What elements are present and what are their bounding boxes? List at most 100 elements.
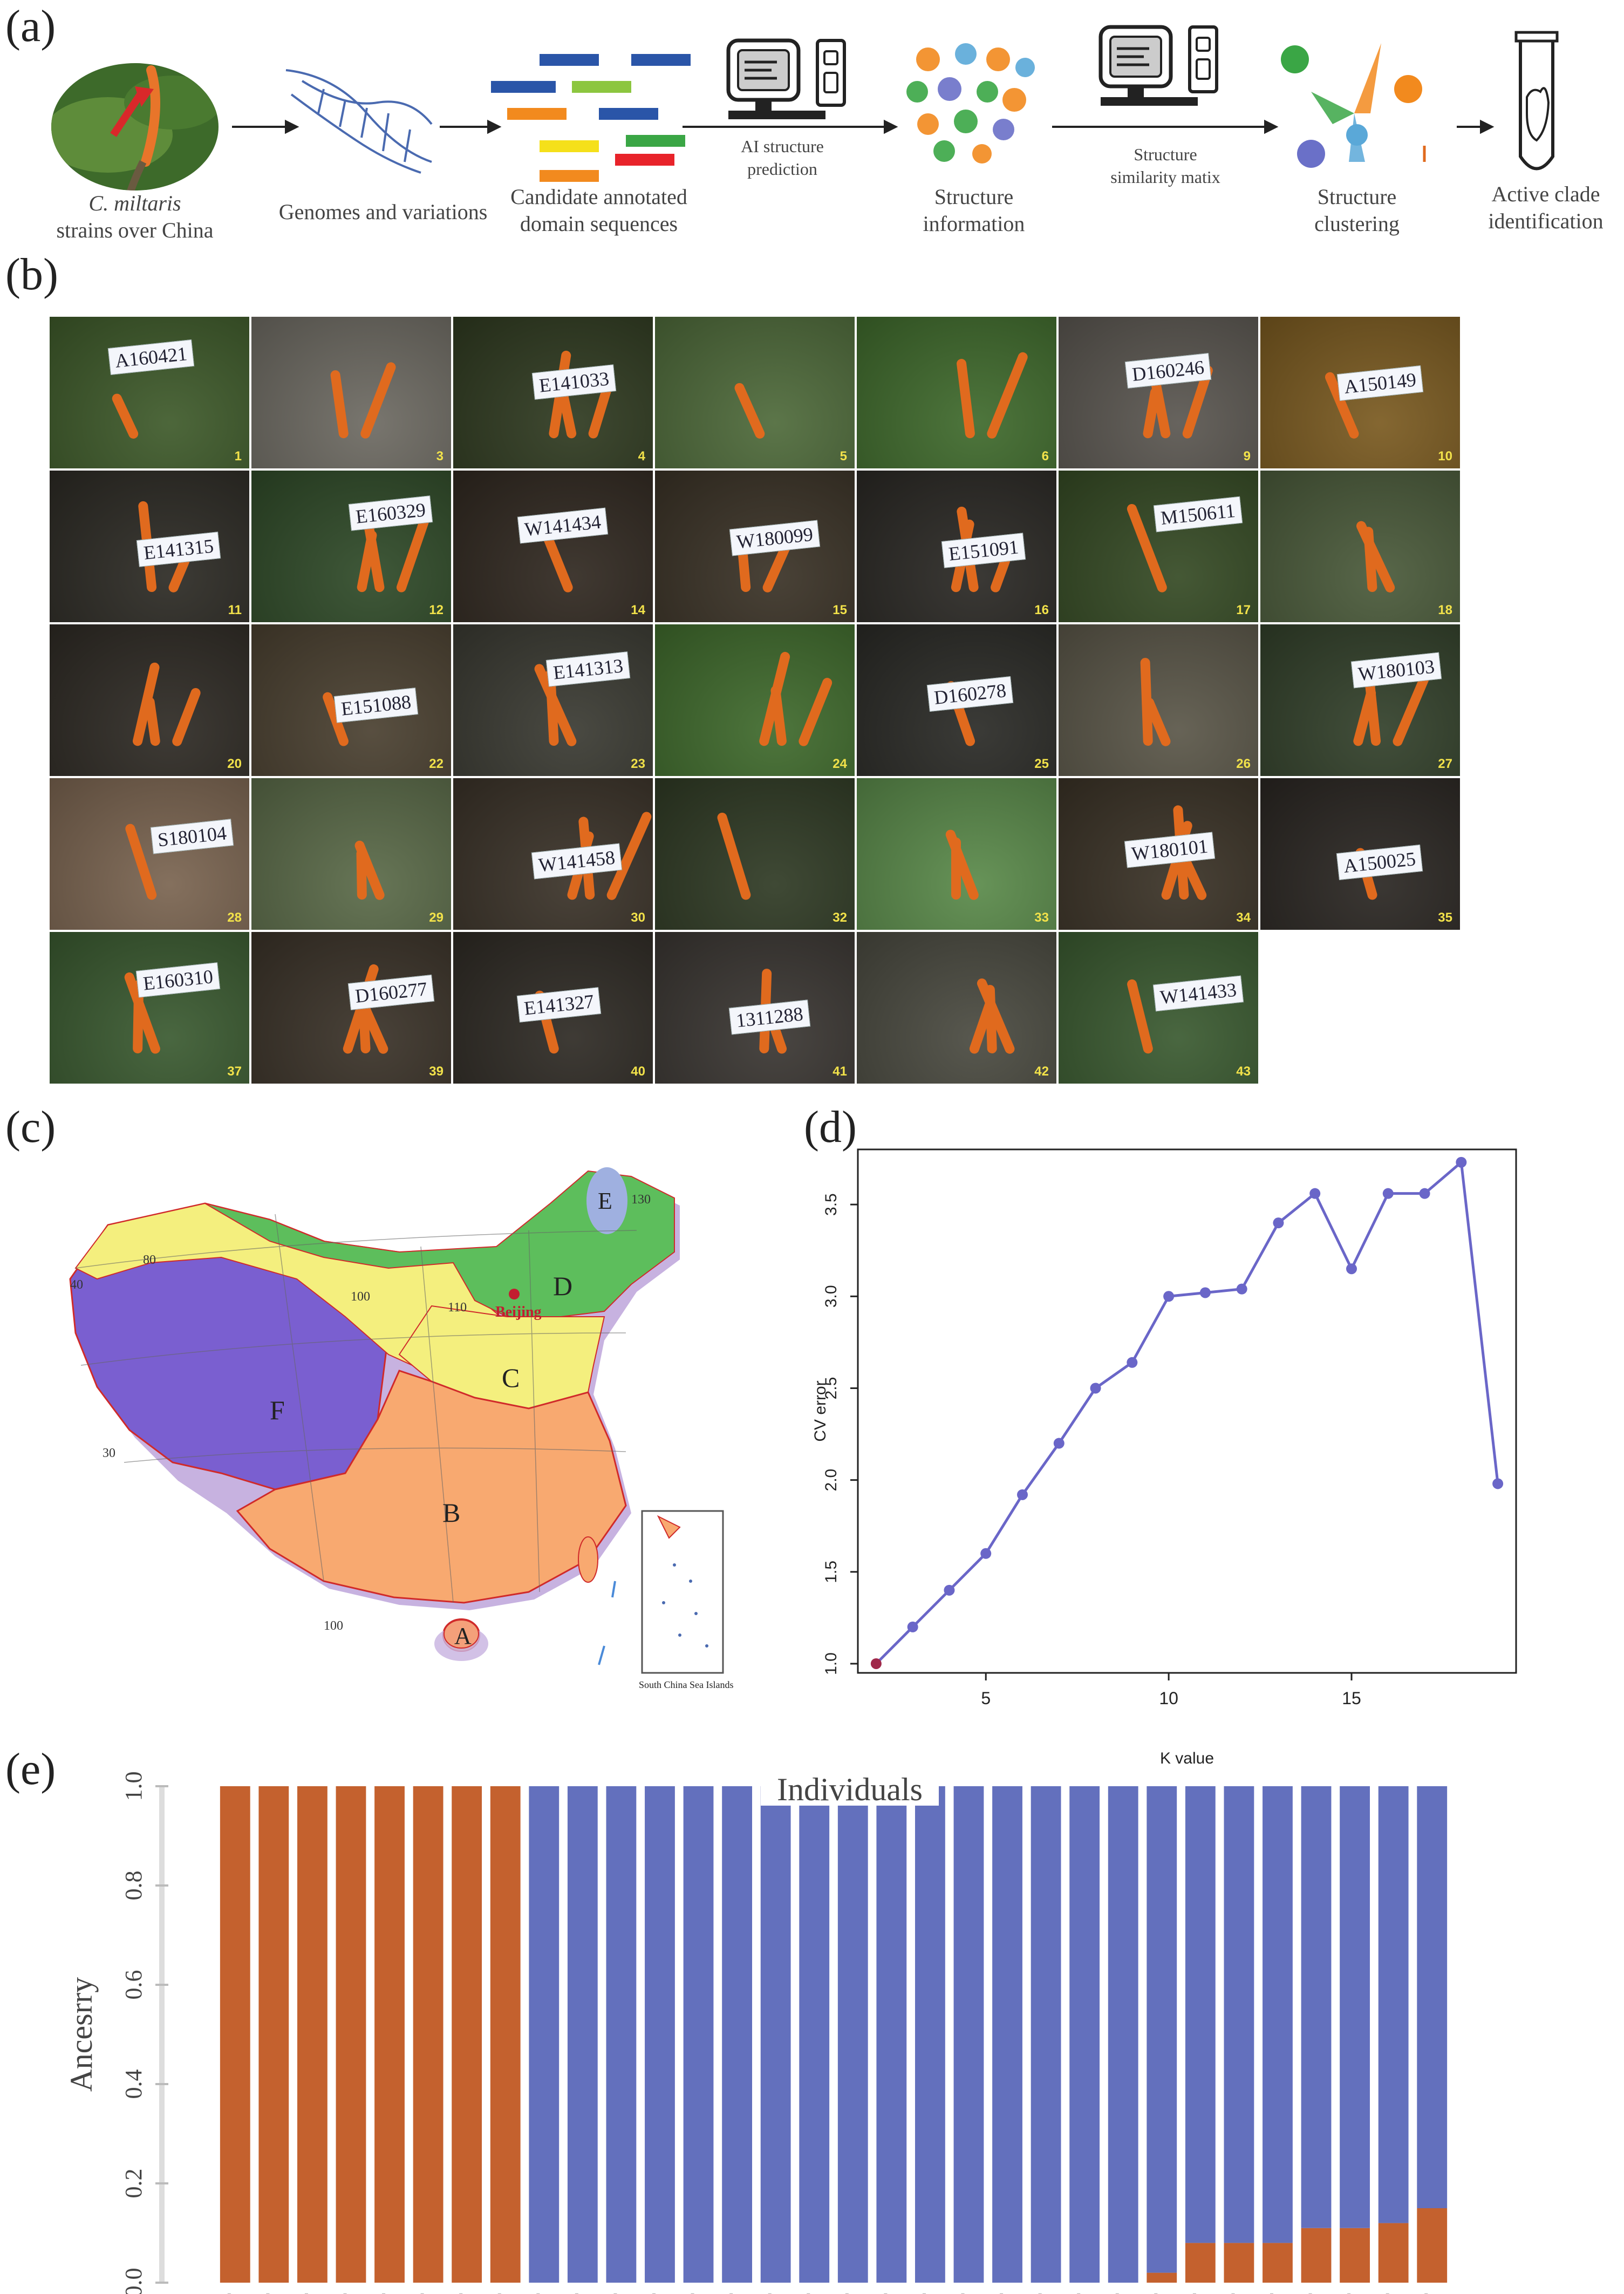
cv-error-line-chart: 1.0 1.5 2.0 2.5 3.0 3.5 5 10 15 K value CV error bbox=[811, 1148, 1517, 1767]
specimen-label-card: A160421 bbox=[107, 339, 195, 376]
ancestry-bar-segment bbox=[1378, 2223, 1409, 2283]
plot-frame bbox=[857, 1148, 1517, 1674]
specimen-id: W180099 bbox=[735, 523, 814, 553]
domain-bar bbox=[626, 135, 685, 147]
ancestry-bar-segment bbox=[1069, 1786, 1100, 2283]
specimen-id: W180101 bbox=[1130, 835, 1209, 865]
specimen-label-card: W180099 bbox=[729, 520, 821, 556]
specimen-number: 24 bbox=[833, 757, 847, 771]
specimen-id: D160277 bbox=[354, 978, 428, 1007]
ancestry-bar-segment bbox=[1147, 1786, 1177, 2273]
structure-info-label-1: Structure bbox=[934, 185, 1014, 209]
cv-error-point bbox=[1309, 1188, 1321, 1199]
ai-label-1: AI structure bbox=[741, 137, 824, 156]
specimen-label-card: W141434 bbox=[517, 507, 609, 544]
region-letter-a: A bbox=[454, 1623, 472, 1649]
similarity-label-1: Structure bbox=[1134, 145, 1197, 164]
panel-label-c: (c) bbox=[5, 1102, 56, 1152]
ancestry-bar-segment bbox=[1031, 1786, 1061, 2283]
specimen-number: 15 bbox=[833, 603, 847, 617]
domain-bar bbox=[572, 81, 631, 93]
specimen-number: 42 bbox=[1034, 1064, 1049, 1079]
specimen-number: 4 bbox=[638, 449, 645, 464]
ancestry-bar-segment bbox=[297, 1786, 327, 2283]
specimen-photo: E151091 16 bbox=[856, 469, 1057, 623]
specimen-id: W141458 bbox=[537, 846, 616, 876]
specimen-number: 18 bbox=[1438, 603, 1452, 617]
specimen-id: D160246 bbox=[1131, 356, 1205, 385]
specimen-photo: W180101 34 bbox=[1057, 777, 1259, 931]
cv-error-line bbox=[875, 1159, 1499, 1665]
lon-label: 130 bbox=[631, 1193, 651, 1207]
ancestry-bar-segment bbox=[1340, 1786, 1370, 2228]
specimen-photo: W141433 43 bbox=[1057, 931, 1259, 1085]
specimen-number: 5 bbox=[840, 449, 847, 464]
ancestry-bar-segment bbox=[837, 1786, 868, 2283]
specimen-number: 37 bbox=[227, 1064, 242, 1079]
specimen-photo: S180104 28 bbox=[49, 777, 250, 931]
specimen-id: 1311288 bbox=[735, 1003, 804, 1032]
cv-error-point bbox=[980, 1548, 992, 1559]
domain-bar bbox=[507, 108, 567, 120]
domain-bar bbox=[540, 170, 599, 182]
specimen-number: 3 bbox=[436, 449, 443, 464]
ancestry-bar-segment bbox=[1301, 2228, 1332, 2283]
ancestry-bar-segment bbox=[1224, 2243, 1254, 2283]
domain-bar bbox=[599, 108, 658, 120]
domain-bar bbox=[540, 140, 599, 152]
clustering-label-1: Structure bbox=[1317, 185, 1397, 209]
specimen-id: E151088 bbox=[340, 691, 412, 720]
specimen-photo: 42 bbox=[856, 931, 1057, 1085]
specimen-photo: W180099 15 bbox=[654, 469, 856, 623]
ancestry-bar-segment bbox=[683, 1786, 714, 2283]
specimen-photo: 26 bbox=[1057, 623, 1259, 777]
ancestry-bar-segment bbox=[567, 1786, 598, 2283]
ancestry-bar-segment bbox=[799, 1786, 830, 2283]
specimen-label-card: A150025 bbox=[1336, 844, 1423, 881]
y-tick-label: 0.0 bbox=[120, 2268, 147, 2294]
ancestry-bar-segment bbox=[1417, 1786, 1448, 2208]
stroma-shape bbox=[110, 392, 140, 440]
cv-error-point bbox=[1127, 1357, 1138, 1368]
specimen-label-card: S180104 bbox=[150, 819, 234, 854]
region-letter-f: F bbox=[270, 1395, 285, 1425]
cv-error-point bbox=[1017, 1489, 1028, 1500]
specimen-number: 32 bbox=[833, 910, 847, 925]
specimen-number: 14 bbox=[631, 603, 645, 617]
specimen-number: 1 bbox=[234, 449, 242, 464]
specimen-id: A160421 bbox=[114, 343, 188, 372]
ancestry-bar-segment bbox=[760, 1786, 791, 2283]
strain-label-region: strains over China bbox=[56, 218, 214, 242]
specimen-photo: A150025 35 bbox=[1259, 777, 1461, 931]
test-tube-icon bbox=[1514, 31, 1559, 171]
specimen-number: 12 bbox=[429, 603, 443, 617]
specimen-number: 35 bbox=[1438, 910, 1452, 925]
specimen-id: D160278 bbox=[933, 679, 1007, 709]
ancestry-bar-segment bbox=[1263, 1786, 1293, 2243]
specimen-label-card: D160278 bbox=[926, 676, 1014, 712]
region-letter-d: D bbox=[553, 1271, 572, 1301]
similarity-label-2: similarity matix bbox=[1110, 167, 1220, 187]
y-tick-label: 2.0 bbox=[822, 1469, 840, 1492]
y-axis-label: CV error bbox=[811, 1380, 829, 1441]
specimen-number: 41 bbox=[833, 1064, 847, 1079]
ancestry-bar-segment bbox=[258, 1786, 289, 2283]
cv-error-point bbox=[1163, 1291, 1175, 1302]
ancestry-bar-segment bbox=[1185, 2243, 1216, 2283]
china-region-map: A B C D E F Beijing South China Sea Isla… bbox=[69, 1167, 734, 1690]
ancestry-bar-segment bbox=[953, 1786, 984, 2283]
specimen-id: E160329 bbox=[354, 499, 427, 528]
specimen-photo: A150149 10 bbox=[1259, 316, 1461, 469]
specimen-photo: 5 bbox=[654, 316, 856, 469]
cv-error-point bbox=[1346, 1263, 1357, 1275]
x-axis-label: K value bbox=[1160, 1750, 1214, 1767]
specimen-photo: 3 bbox=[250, 316, 452, 469]
specimen-label-card: A150149 bbox=[1336, 365, 1424, 401]
specimen-id: E141033 bbox=[538, 367, 610, 397]
stroma-shape bbox=[170, 686, 202, 748]
ancestry-bar-segment bbox=[1301, 1786, 1332, 2228]
ancestry-bar-segment bbox=[490, 1786, 521, 2283]
domain-bar bbox=[631, 54, 691, 66]
active-clade-label-2: identification bbox=[1488, 209, 1603, 233]
specimen-photo: 1311288 41 bbox=[654, 931, 856, 1085]
